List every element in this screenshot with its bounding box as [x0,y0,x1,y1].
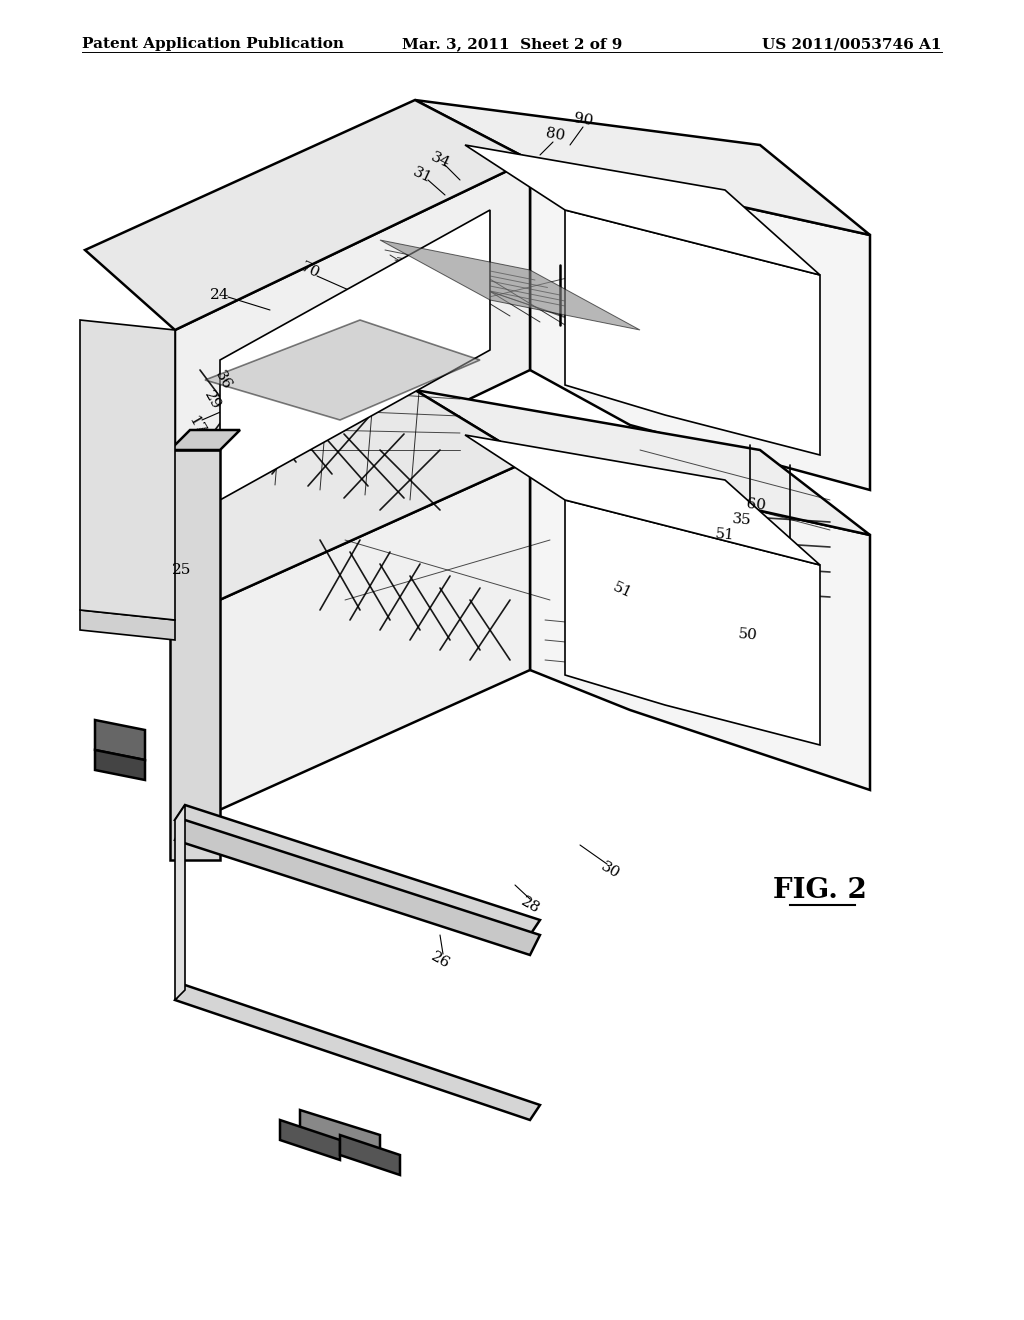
Text: 80: 80 [544,127,565,144]
Text: Mar. 3, 2011  Sheet 2 of 9: Mar. 3, 2011 Sheet 2 of 9 [401,37,623,51]
Polygon shape [95,719,145,760]
Text: 31: 31 [411,165,434,185]
Text: 90: 90 [572,111,594,128]
Polygon shape [175,805,540,935]
Polygon shape [175,820,540,954]
Polygon shape [280,1119,340,1160]
Polygon shape [205,319,480,420]
Polygon shape [80,319,175,620]
Text: 70: 70 [298,260,322,280]
Text: Patent Application Publication: Patent Application Publication [82,37,344,51]
Polygon shape [465,436,820,565]
Text: 35: 35 [732,512,753,528]
Polygon shape [170,430,240,450]
Text: 34: 34 [428,149,452,170]
Text: 60: 60 [745,498,766,513]
Polygon shape [415,389,870,535]
Polygon shape [175,160,530,540]
Text: 36: 36 [212,368,233,392]
Text: 50: 50 [737,627,758,643]
Polygon shape [95,750,145,780]
Polygon shape [530,459,870,789]
Text: FIG. 2: FIG. 2 [773,876,867,903]
Text: 30: 30 [598,859,622,880]
Polygon shape [300,1110,380,1166]
Text: 28: 28 [518,894,542,916]
Text: 51: 51 [715,527,735,543]
Text: 51: 51 [610,579,634,601]
Text: 24: 24 [210,288,229,302]
Polygon shape [565,500,820,744]
Polygon shape [175,459,530,830]
Polygon shape [175,985,540,1119]
Polygon shape [380,240,640,330]
Text: 17: 17 [185,413,207,437]
Polygon shape [175,805,185,1001]
Text: 25: 25 [172,564,191,577]
Polygon shape [530,160,870,490]
Polygon shape [415,100,870,235]
Polygon shape [565,210,820,455]
Text: US 2011/0053746 A1: US 2011/0053746 A1 [763,37,942,51]
Polygon shape [80,610,175,640]
Polygon shape [340,1135,400,1175]
Text: 26: 26 [428,949,452,972]
Polygon shape [85,100,530,330]
Polygon shape [85,389,530,620]
Polygon shape [170,450,220,861]
Polygon shape [220,210,490,500]
Text: 29: 29 [201,388,223,412]
Polygon shape [465,145,820,275]
